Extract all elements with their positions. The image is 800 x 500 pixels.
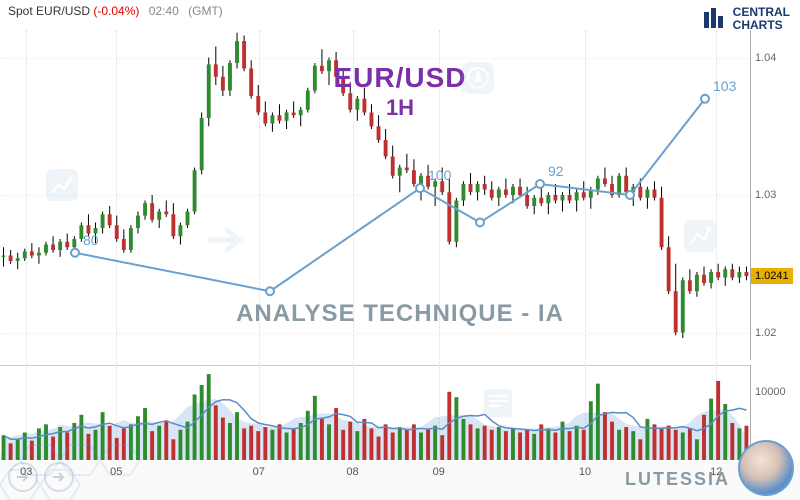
y-tick-label: 1.03 (755, 189, 776, 201)
watermark-arrow-icon (205, 220, 251, 260)
x-tick-label: 09 (433, 466, 445, 478)
hexagon-pattern-icon (0, 420, 180, 500)
change-pct: (-0.04%) (93, 4, 139, 18)
time-label: 02:40 (149, 4, 179, 18)
x-tick-label: 10 (579, 466, 591, 478)
y-tick-label: 1.02 (755, 327, 776, 339)
avatar-icon[interactable] (738, 440, 794, 496)
timeframe-title: 1H (0, 95, 800, 121)
central-charts-logo: CENTRAL CHARTS (701, 6, 790, 32)
x-tick-label: 08 (346, 466, 358, 478)
analysis-title: ANALYSE TECHNIQUE - IA (0, 300, 800, 328)
chart-header: Spot EUR/USD (-0.04%) 02:40 (GMT) (8, 4, 223, 18)
last-price-tag: 1.0241 (751, 268, 793, 284)
symbol-label: Spot EUR/USD (8, 4, 90, 18)
watermark-trend-icon (680, 216, 720, 256)
pair-title: EUR/USD (0, 62, 800, 94)
x-tick-label: 07 (253, 466, 265, 478)
logo-bars-icon (701, 6, 727, 32)
watermark-compass-icon (460, 60, 496, 96)
tz-label: (GMT) (188, 4, 223, 18)
watermark-doc-icon (480, 385, 516, 421)
brand-label: LUTESSIA (625, 469, 730, 490)
vol-y-tick-label: 10000 (755, 386, 786, 398)
watermark-chart-icon (42, 165, 82, 205)
